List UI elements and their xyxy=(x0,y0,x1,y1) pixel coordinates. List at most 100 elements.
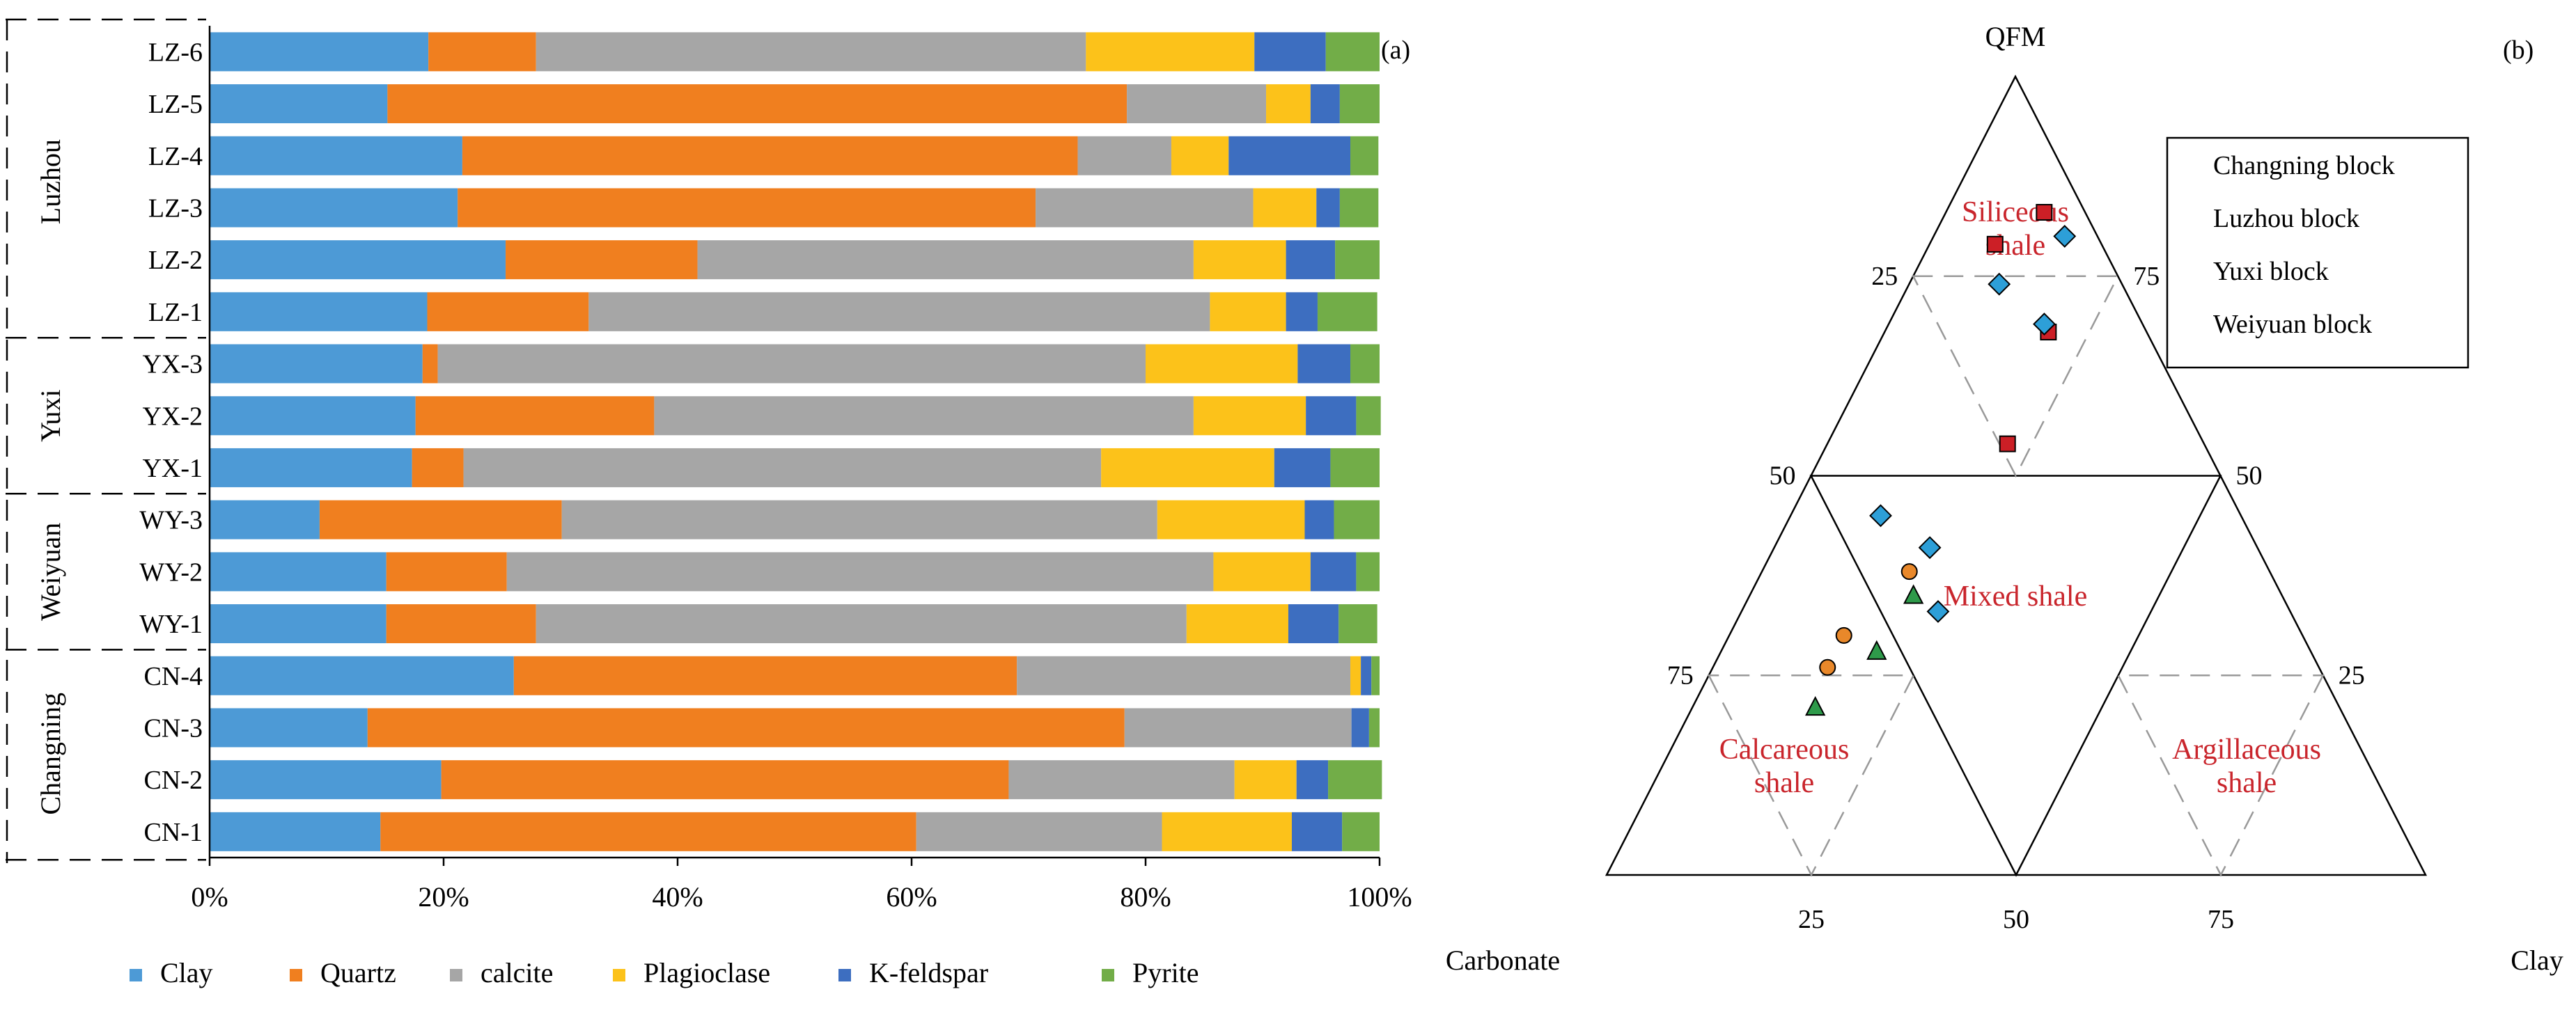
category-label-lz-3: LZ-3 xyxy=(148,194,203,223)
group-label-weiyuan: Weiyuan xyxy=(35,523,66,621)
left-edge-tick: 75 xyxy=(1667,661,1694,690)
bar-wy-3-pyrite xyxy=(1334,500,1380,539)
bar-cn-1-k-feldspar xyxy=(1292,812,1343,851)
bar-lz-1-calcite xyxy=(588,292,1210,331)
bar-lz-6-calcite xyxy=(536,32,1086,72)
bar-lz-2-clay xyxy=(210,240,506,280)
bar-lz-4-plagioclase xyxy=(1171,136,1229,175)
bottom-edge-tick: 50 xyxy=(2003,905,2029,934)
bar-wy-2-clay xyxy=(210,552,387,592)
bar-lz-1-k-feldspar xyxy=(1286,292,1318,331)
legend-label-pyrite: Pyrite xyxy=(1132,957,1199,988)
bar-cn-4-pyrite xyxy=(1371,656,1380,695)
region-label-argillaceous: shale xyxy=(2217,767,2277,799)
bar-wy-3-clay xyxy=(210,500,320,539)
bar-cn-3-k-feldspar xyxy=(1351,708,1369,748)
bar-lz-1-pyrite xyxy=(1317,292,1377,331)
bar-wy-2-k-feldspar xyxy=(1310,552,1357,592)
right-edge-tick: 75 xyxy=(2133,262,2160,291)
bar-lz-2-k-feldspar xyxy=(1286,240,1336,280)
bar-wy-3-k-feldspar xyxy=(1304,500,1334,539)
bar-wy-1-plagioclase xyxy=(1186,604,1288,644)
legend-label-plagioclase: Plagioclase xyxy=(643,957,770,988)
bar-cn-1-plagioclase xyxy=(1162,812,1292,851)
legend-label-changning-block: Changning block xyxy=(2213,151,2395,180)
bar-wy-1-quartz xyxy=(386,604,536,644)
point-changning-block-4 xyxy=(1999,435,2016,452)
legend-swatch-plagioclase xyxy=(613,969,625,981)
stacked-bar-chart: LZ-6 LZ-5 LZ-4 LZ-3 LZ-2 LZ-1 YX-3 YX-2 YX-1 WY-3… xyxy=(6,18,1412,988)
bar-cn-3-pyrite xyxy=(1368,708,1380,748)
bar-yx-2-calcite xyxy=(654,396,1194,436)
region-label-mixed: Mixed shale xyxy=(1944,581,2087,613)
bar-cn-2-k-feldspar xyxy=(1296,760,1329,800)
category-labels: LZ-6 LZ-5 LZ-4 LZ-3 LZ-2 LZ-1 YX-3 YX-2 YX-1 WY-3… xyxy=(139,38,203,846)
bar-lz-6-pyrite xyxy=(1325,32,1380,72)
legend-swatch-clay xyxy=(130,969,142,981)
ternary-frame xyxy=(1605,74,2428,877)
bar-lz-2-calcite xyxy=(697,240,1194,280)
bar-cn-2-calcite xyxy=(1008,760,1235,800)
group-label-yuxi: Yuxi xyxy=(35,389,66,442)
category-label-lz-6: LZ-6 xyxy=(148,38,203,67)
category-label-yx-2: YX-2 xyxy=(142,402,203,431)
bar-yx-1-pyrite xyxy=(1330,448,1380,487)
region-label-calcareous: shale xyxy=(1754,767,1814,799)
category-label-lz-4: LZ-4 xyxy=(148,142,203,171)
bar-lz-5-k-feldspar xyxy=(1310,84,1340,124)
bar-wy-1-calcite xyxy=(536,604,1187,644)
bar-lz-6-quartz xyxy=(428,32,536,72)
ternary-legend-box xyxy=(2166,136,2469,369)
bar-lz-4-clay xyxy=(210,136,462,175)
bar-lz-1-plagioclase xyxy=(1210,292,1286,331)
point-luzhou-block-4 xyxy=(1869,504,1892,528)
legend-label-yuxi-block: Yuxi block xyxy=(2213,257,2329,286)
bar-wy-1-clay xyxy=(210,604,387,644)
point-changning-block-2 xyxy=(1986,235,2004,253)
point-luzhou-block-5 xyxy=(1918,536,1942,560)
point-weiyuan-block-1 xyxy=(1903,584,1924,604)
bar-lz-5-quartz xyxy=(387,84,1127,124)
legend-swatch-quartz xyxy=(290,969,302,981)
bar-lz-1-quartz xyxy=(427,292,589,331)
apex-label-right: Clay xyxy=(2511,945,2563,976)
bottom-edge-tick: 25 xyxy=(1798,905,1825,934)
bar-lz-2-quartz xyxy=(506,240,698,280)
bar-yx-1-calcite xyxy=(463,448,1102,487)
bar-cn-1-calcite xyxy=(916,812,1162,851)
bar-lz-2-pyrite xyxy=(1335,240,1380,280)
panel-label-a: (a) xyxy=(1381,35,1410,65)
category-label-lz-1: LZ-1 xyxy=(148,298,203,327)
left-edge-tick: 25 xyxy=(1871,262,1898,291)
bar-lz-5-calcite xyxy=(1127,84,1267,124)
bar-yx-3-quartz xyxy=(422,344,438,384)
bar-cn-4-calcite xyxy=(1017,656,1350,695)
bar-yx-2-k-feldspar xyxy=(1306,396,1357,436)
x-axis-ticks: 0% 20% 40% 60% 80% 100% xyxy=(191,858,1412,913)
ternary-subdivision xyxy=(1809,475,2222,877)
bar-lz-3-pyrite xyxy=(1339,188,1379,228)
ternary-labels: QFM Carbonate Clay 25 50 75 75 50 25 25 50 75 Silice… xyxy=(1446,21,2563,976)
legend-swatch-k-feldspar xyxy=(838,969,851,981)
category-label-cn-3: CN-3 xyxy=(144,713,203,743)
right-edge-tick: 50 xyxy=(2236,461,2263,491)
point-yuxi-block-2 xyxy=(1835,626,1852,644)
bar-lz-5-plagioclase xyxy=(1266,84,1311,124)
bar-cn-3-quartz xyxy=(367,708,1125,748)
category-label-yx-3: YX-3 xyxy=(142,350,203,379)
bar-lz-4-calcite xyxy=(1077,136,1171,175)
bar-lz-4-quartz xyxy=(462,136,1078,175)
legend-label-calcite: calcite xyxy=(481,957,553,988)
bar-yx-3-plagioclase xyxy=(1146,344,1298,384)
bar-cn-4-k-feldspar xyxy=(1361,656,1372,695)
legend-label-quartz: Quartz xyxy=(320,957,396,988)
point-yuxi-block-1 xyxy=(1900,563,1918,581)
category-label-cn-2: CN-2 xyxy=(144,766,203,795)
apex-label-top: QFM xyxy=(1985,21,2046,52)
bar-wy-3-plagioclase xyxy=(1157,500,1305,539)
bar-cn-2-pyrite xyxy=(1328,760,1382,800)
bar-cn-1-pyrite xyxy=(1342,812,1380,851)
panel-label-b: (b) xyxy=(2503,35,2534,65)
bar-cn-4-quartz xyxy=(513,656,1017,695)
